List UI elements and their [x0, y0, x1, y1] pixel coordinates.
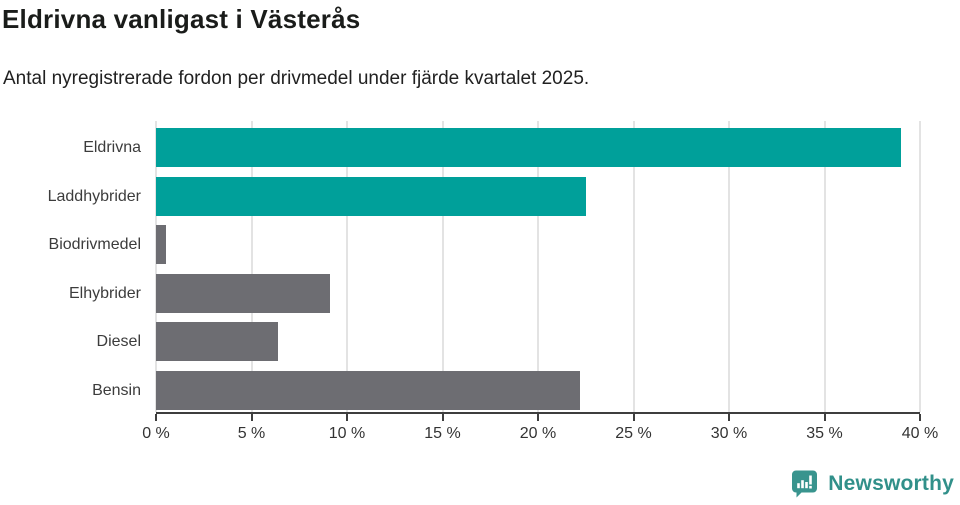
x-tick-40pct [919, 414, 921, 421]
gridline-25pct [632, 121, 635, 412]
x-tick-35pct [823, 414, 826, 421]
x-axis-line [156, 412, 920, 414]
bar-diesel [156, 322, 279, 362]
gridline-40pct [919, 121, 921, 412]
category-label-eldrivna: Eldrivna [83, 139, 141, 156]
newsworthy-logo[interactable]: Newsworthy [790, 469, 954, 498]
bar-laddhybrider [156, 176, 586, 216]
x-tick-label-20pct: 20 % [519, 425, 557, 442]
chart-subtitle: Antal nyregistrerade fordon per drivmede… [3, 68, 590, 89]
gridline-30pct [728, 121, 730, 412]
bar-biodrivmedel [156, 225, 166, 265]
x-tick-5pct [250, 414, 253, 421]
gridline-0pct [155, 121, 157, 412]
category-label-diesel: Diesel [96, 333, 141, 351]
chart-title: Eldrivna vanligast i Västerås [2, 4, 361, 34]
newsworthy-logo-text: Newsworthy [828, 471, 954, 495]
x-tick-label-30pct: 30 % [710, 425, 748, 442]
x-tick-15pct [441, 414, 444, 421]
x-tick-10pct [346, 414, 348, 421]
bar-chart: 0 % 5 % 10 % 15 % 20 % 25 % 30 % 35 % 40 % Eldri… [0, 121, 960, 451]
gridline-35pct [823, 121, 826, 412]
category-label-laddhybrider: Laddhybrider [47, 187, 141, 205]
x-tick-label-25pct: 25 % [615, 425, 652, 442]
category-label-elhybrider: Elhybrider [68, 284, 141, 302]
x-tick-label-35pct: 35 % [806, 425, 843, 442]
gridline-5pct [250, 121, 253, 412]
plot-area [155, 121, 921, 412]
bar-bensin [156, 371, 581, 410]
gridline-10pct [346, 121, 348, 412]
x-tick-label-0pct: 0 % [142, 425, 170, 442]
gridline-20pct [537, 121, 539, 412]
x-tick-label-5pct: 5 % [237, 425, 266, 442]
x-tick-label-10pct: 10 % [328, 425, 366, 442]
x-tick-label-15pct: 15 % [424, 425, 461, 442]
x-tick-25pct [632, 414, 635, 421]
bar-elhybrider [156, 273, 330, 313]
bar-eldrivna [156, 128, 901, 167]
x-tick-30pct [728, 414, 730, 421]
gridline-15pct [441, 121, 444, 412]
x-axis: 0 % 5 % 10 % 15 % 20 % 25 % 30 % 35 % 40 % [142, 412, 938, 452]
x-tick-label-40pct: 40 % [901, 425, 939, 442]
x-tick-0pct [155, 414, 157, 421]
newsworthy-speech-bubble-bar-chart-icon [792, 470, 818, 498]
category-label-bensin: Bensin [92, 382, 141, 399]
x-tick-20pct [537, 414, 539, 421]
category-label-biodrivmedel: Biodrivmedel [48, 236, 141, 254]
